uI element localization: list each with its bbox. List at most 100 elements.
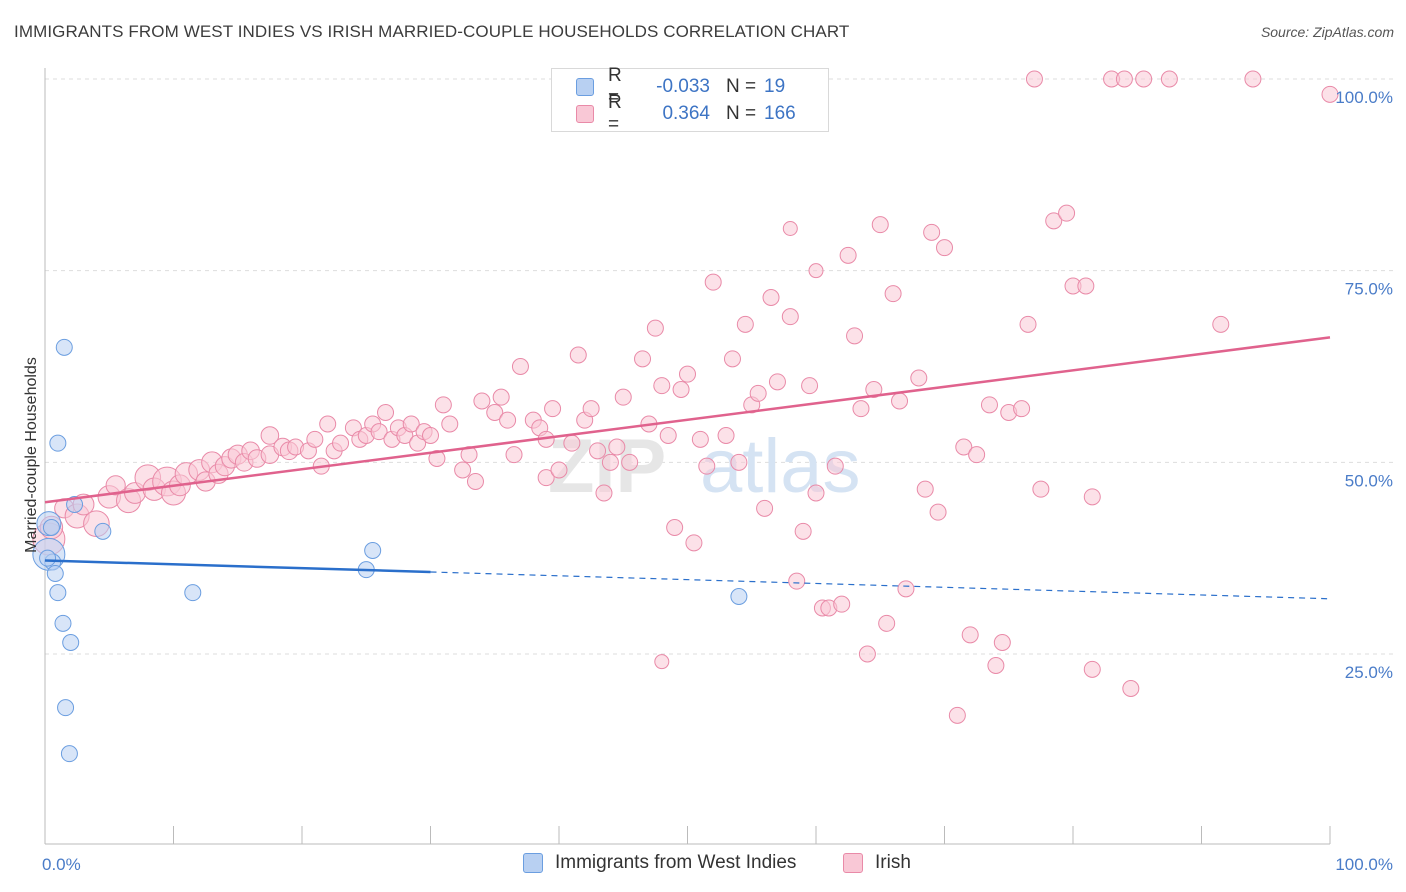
irish-point [852, 400, 870, 418]
irish-point [672, 381, 690, 398]
irish-point [968, 446, 986, 464]
y-tick-label: 75.0% [1345, 280, 1393, 299]
west-indies-point [55, 338, 73, 356]
irish-point [801, 377, 819, 395]
irish-point [685, 534, 703, 552]
irish-point [955, 438, 973, 456]
irish-point [614, 388, 632, 406]
irish-point [1025, 70, 1043, 88]
west-indies-trendline [44, 559, 431, 574]
n-label: N = [726, 103, 757, 124]
r-label: R = [608, 65, 622, 108]
legend-swatch-blue [576, 78, 594, 96]
trendlines [44, 336, 1331, 600]
irish-point [550, 461, 568, 479]
west-indies-point [49, 434, 67, 452]
irish-point [846, 327, 864, 345]
irish-point [646, 319, 664, 337]
chart-title: IMMIGRANTS FROM WEST INDIES VS IRISH MAR… [14, 22, 850, 41]
irish-point [1160, 70, 1178, 88]
irish-point [370, 423, 388, 441]
irish-point [1032, 480, 1050, 498]
west-indies-point [54, 614, 72, 632]
n-value: 19 [764, 76, 786, 97]
irish-point [871, 216, 889, 234]
irish-point [654, 654, 670, 670]
irish-point [569, 346, 587, 364]
irish-point [826, 457, 844, 475]
irish-point [916, 480, 934, 498]
irish-point [910, 369, 928, 387]
source-label: Source: ZipAtlas.com [1260, 24, 1394, 40]
irish-point [891, 392, 909, 410]
irish-point [1019, 315, 1037, 333]
west-indies-point [39, 549, 57, 567]
legend-item-west-indies[interactable]: Immigrants from West Indies [523, 852, 796, 874]
irish-point [589, 442, 607, 460]
legend-label-irish: Irish [875, 852, 911, 873]
west-indies-point [46, 565, 64, 582]
x-tick-label: 100.0% [1335, 855, 1393, 874]
irish-point [980, 396, 998, 414]
irish-point [749, 384, 767, 402]
irish-point [794, 522, 812, 540]
irish-point [582, 400, 600, 418]
x-tick-label: 0.0% [42, 855, 81, 874]
irish-point [948, 706, 966, 724]
irish-point [1321, 85, 1339, 103]
irish-point [833, 595, 851, 613]
irish-point [505, 446, 523, 464]
irish-point [377, 404, 395, 421]
irish-point [691, 430, 709, 448]
irish-point [537, 469, 555, 487]
irish-point [929, 503, 947, 521]
irish-point [1083, 660, 1101, 678]
irish-point [987, 657, 1005, 674]
irish-point [402, 415, 420, 433]
west-indies-point [364, 542, 382, 559]
axes [44, 68, 1331, 845]
irish-point [454, 461, 472, 479]
irish-point [1077, 277, 1095, 295]
irish-point [723, 350, 741, 368]
irish-point [473, 392, 491, 410]
irish-point [736, 315, 754, 333]
legend-swatch-pink [843, 853, 863, 873]
legend-item-irish[interactable]: Irish [843, 852, 911, 874]
legend-swatch-blue [523, 853, 543, 873]
irish-point [434, 396, 452, 414]
irish-point [466, 473, 484, 490]
irish-point [1122, 680, 1140, 697]
irish-point [1013, 400, 1031, 418]
irish-point [492, 388, 510, 406]
west-indies-point [730, 588, 748, 605]
irish-point [756, 499, 774, 517]
irish-point [563, 434, 581, 452]
irish-point [1135, 70, 1153, 88]
irish-point [730, 453, 748, 471]
west-indies-point [94, 522, 112, 540]
irish-point [601, 453, 619, 471]
correlation-legend: R = -0.033 N = 19 R = 0.364 N = 166 [551, 65, 829, 135]
r-value: -0.033 [656, 76, 710, 97]
irish-point [781, 308, 799, 326]
west-indies-trendline-extension [430, 571, 1331, 600]
irish-point [679, 365, 696, 383]
irish-point [858, 645, 876, 663]
irish-point [486, 404, 504, 421]
y-axis-label: Married-couple Households [23, 357, 40, 553]
irish-point [1212, 315, 1230, 333]
west-indies-point [42, 519, 60, 536]
legend-row-irish: R = 0.364 N = 166 [576, 92, 796, 135]
irish-point [782, 221, 798, 236]
irish-point [319, 415, 337, 433]
irish-points [32, 70, 1339, 724]
irish-point [653, 377, 671, 395]
irish-point [1045, 212, 1063, 230]
irish-point [884, 285, 902, 303]
west-indies-point [49, 584, 67, 602]
legend-swatch-pink [576, 105, 594, 123]
irish-point [1115, 70, 1133, 88]
irish-point [1244, 70, 1262, 88]
irish-point [1058, 204, 1076, 222]
